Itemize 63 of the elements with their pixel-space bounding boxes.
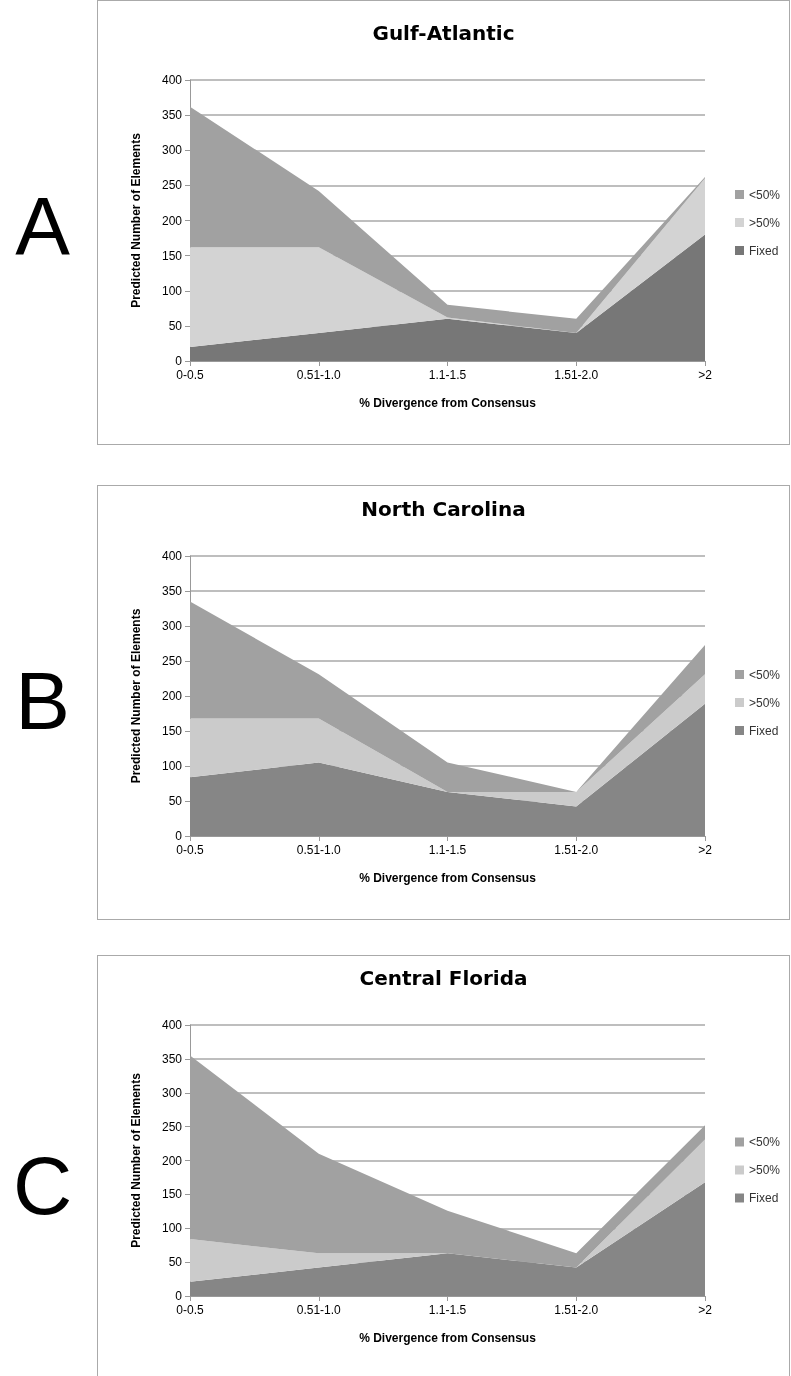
x-tick-label: 1.1-1.5: [428, 368, 467, 382]
y-tick-label: 200: [161, 1153, 183, 1168]
legend-label: >50%: [748, 215, 781, 230]
x-tick-label: 1.51-2.0: [554, 368, 599, 382]
x-tick-label: 0.51-1.0: [296, 843, 342, 857]
text: C: [11, 1140, 74, 1231]
x-tick-label: >2: [698, 843, 713, 857]
x-tick-label: 0.51-1.0: [296, 368, 342, 382]
y-tick-label: 250: [161, 178, 183, 193]
legend-label: <50%: [748, 1135, 781, 1149]
x-axis-title: % Divergence from Consensus: [359, 1331, 537, 1345]
y-tick-label: 250: [161, 654, 183, 668]
legend-label: >50%: [748, 1163, 781, 1177]
x-tick-label: 1.1-1.5: [428, 1303, 467, 1317]
y-tick-label: 0: [175, 354, 183, 368]
legend-label: Fixed: [748, 723, 779, 738]
x-tick-label: 0.51-1.0: [296, 1303, 342, 1317]
chart-title: Central Florida: [359, 966, 528, 990]
y-tick-label: 0: [175, 1289, 183, 1303]
y-tick-label: 400: [161, 73, 183, 87]
y-tick-label: 400: [161, 1018, 183, 1032]
y-tick-label: 150: [161, 724, 183, 738]
y-tick-label: 350: [161, 1051, 183, 1066]
legend-label: Fixed: [748, 243, 779, 258]
y-axis-title: Predicted Number of Elements: [129, 608, 143, 784]
y-tick-label: 200: [161, 689, 183, 703]
y-tick-label: 0: [175, 829, 183, 843]
x-tick-label: 0-0.5: [176, 368, 204, 382]
y-tick-label: 350: [161, 108, 183, 123]
y-tick-label: 50: [168, 794, 183, 808]
y-axis-title: Predicted Number of Elements: [129, 132, 143, 308]
y-tick-label: 350: [161, 584, 183, 598]
y-tick-label: 50: [168, 318, 183, 333]
x-tick-label: >2: [698, 368, 713, 382]
y-tick-label: 300: [161, 143, 183, 158]
x-axis-title: % Divergence from Consensus: [359, 396, 537, 410]
text: A: [14, 180, 71, 271]
y-tick-label: 400: [161, 549, 183, 563]
y-tick-label: 100: [161, 283, 183, 298]
legend-label: Fixed: [748, 1191, 779, 1205]
y-axis-title: Predicted Number of Elements: [129, 1072, 143, 1248]
x-axis-title: % Divergence from Consensus: [359, 871, 537, 885]
y-tick-label: 100: [161, 1221, 183, 1236]
legend-label: <50%: [748, 667, 781, 682]
x-tick-label: 1.51-2.0: [554, 1303, 599, 1317]
chart-title: Gulf-Atlantic: [372, 21, 515, 45]
y-tick-label: 200: [161, 213, 183, 228]
x-tick-label: 0-0.5: [176, 1303, 204, 1317]
y-tick-label: 100: [161, 759, 183, 773]
y-tick-label: 250: [161, 1119, 183, 1134]
y-tick-label: 300: [161, 1085, 183, 1100]
y-tick-label: 300: [161, 619, 183, 633]
y-tick-label: 150: [161, 1187, 183, 1202]
chart-title: North Carolina: [361, 497, 526, 521]
y-tick-label: 150: [161, 248, 183, 263]
x-tick-label: 1.51-2.0: [554, 843, 599, 857]
x-tick-label: 0-0.5: [176, 843, 204, 857]
x-tick-label: 1.1-1.5: [428, 843, 467, 857]
text: B: [14, 655, 71, 746]
y-tick-label: 50: [168, 1255, 183, 1270]
legend-label: >50%: [748, 695, 781, 710]
x-tick-label: >2: [698, 1303, 713, 1317]
legend-label: <50%: [748, 187, 781, 202]
